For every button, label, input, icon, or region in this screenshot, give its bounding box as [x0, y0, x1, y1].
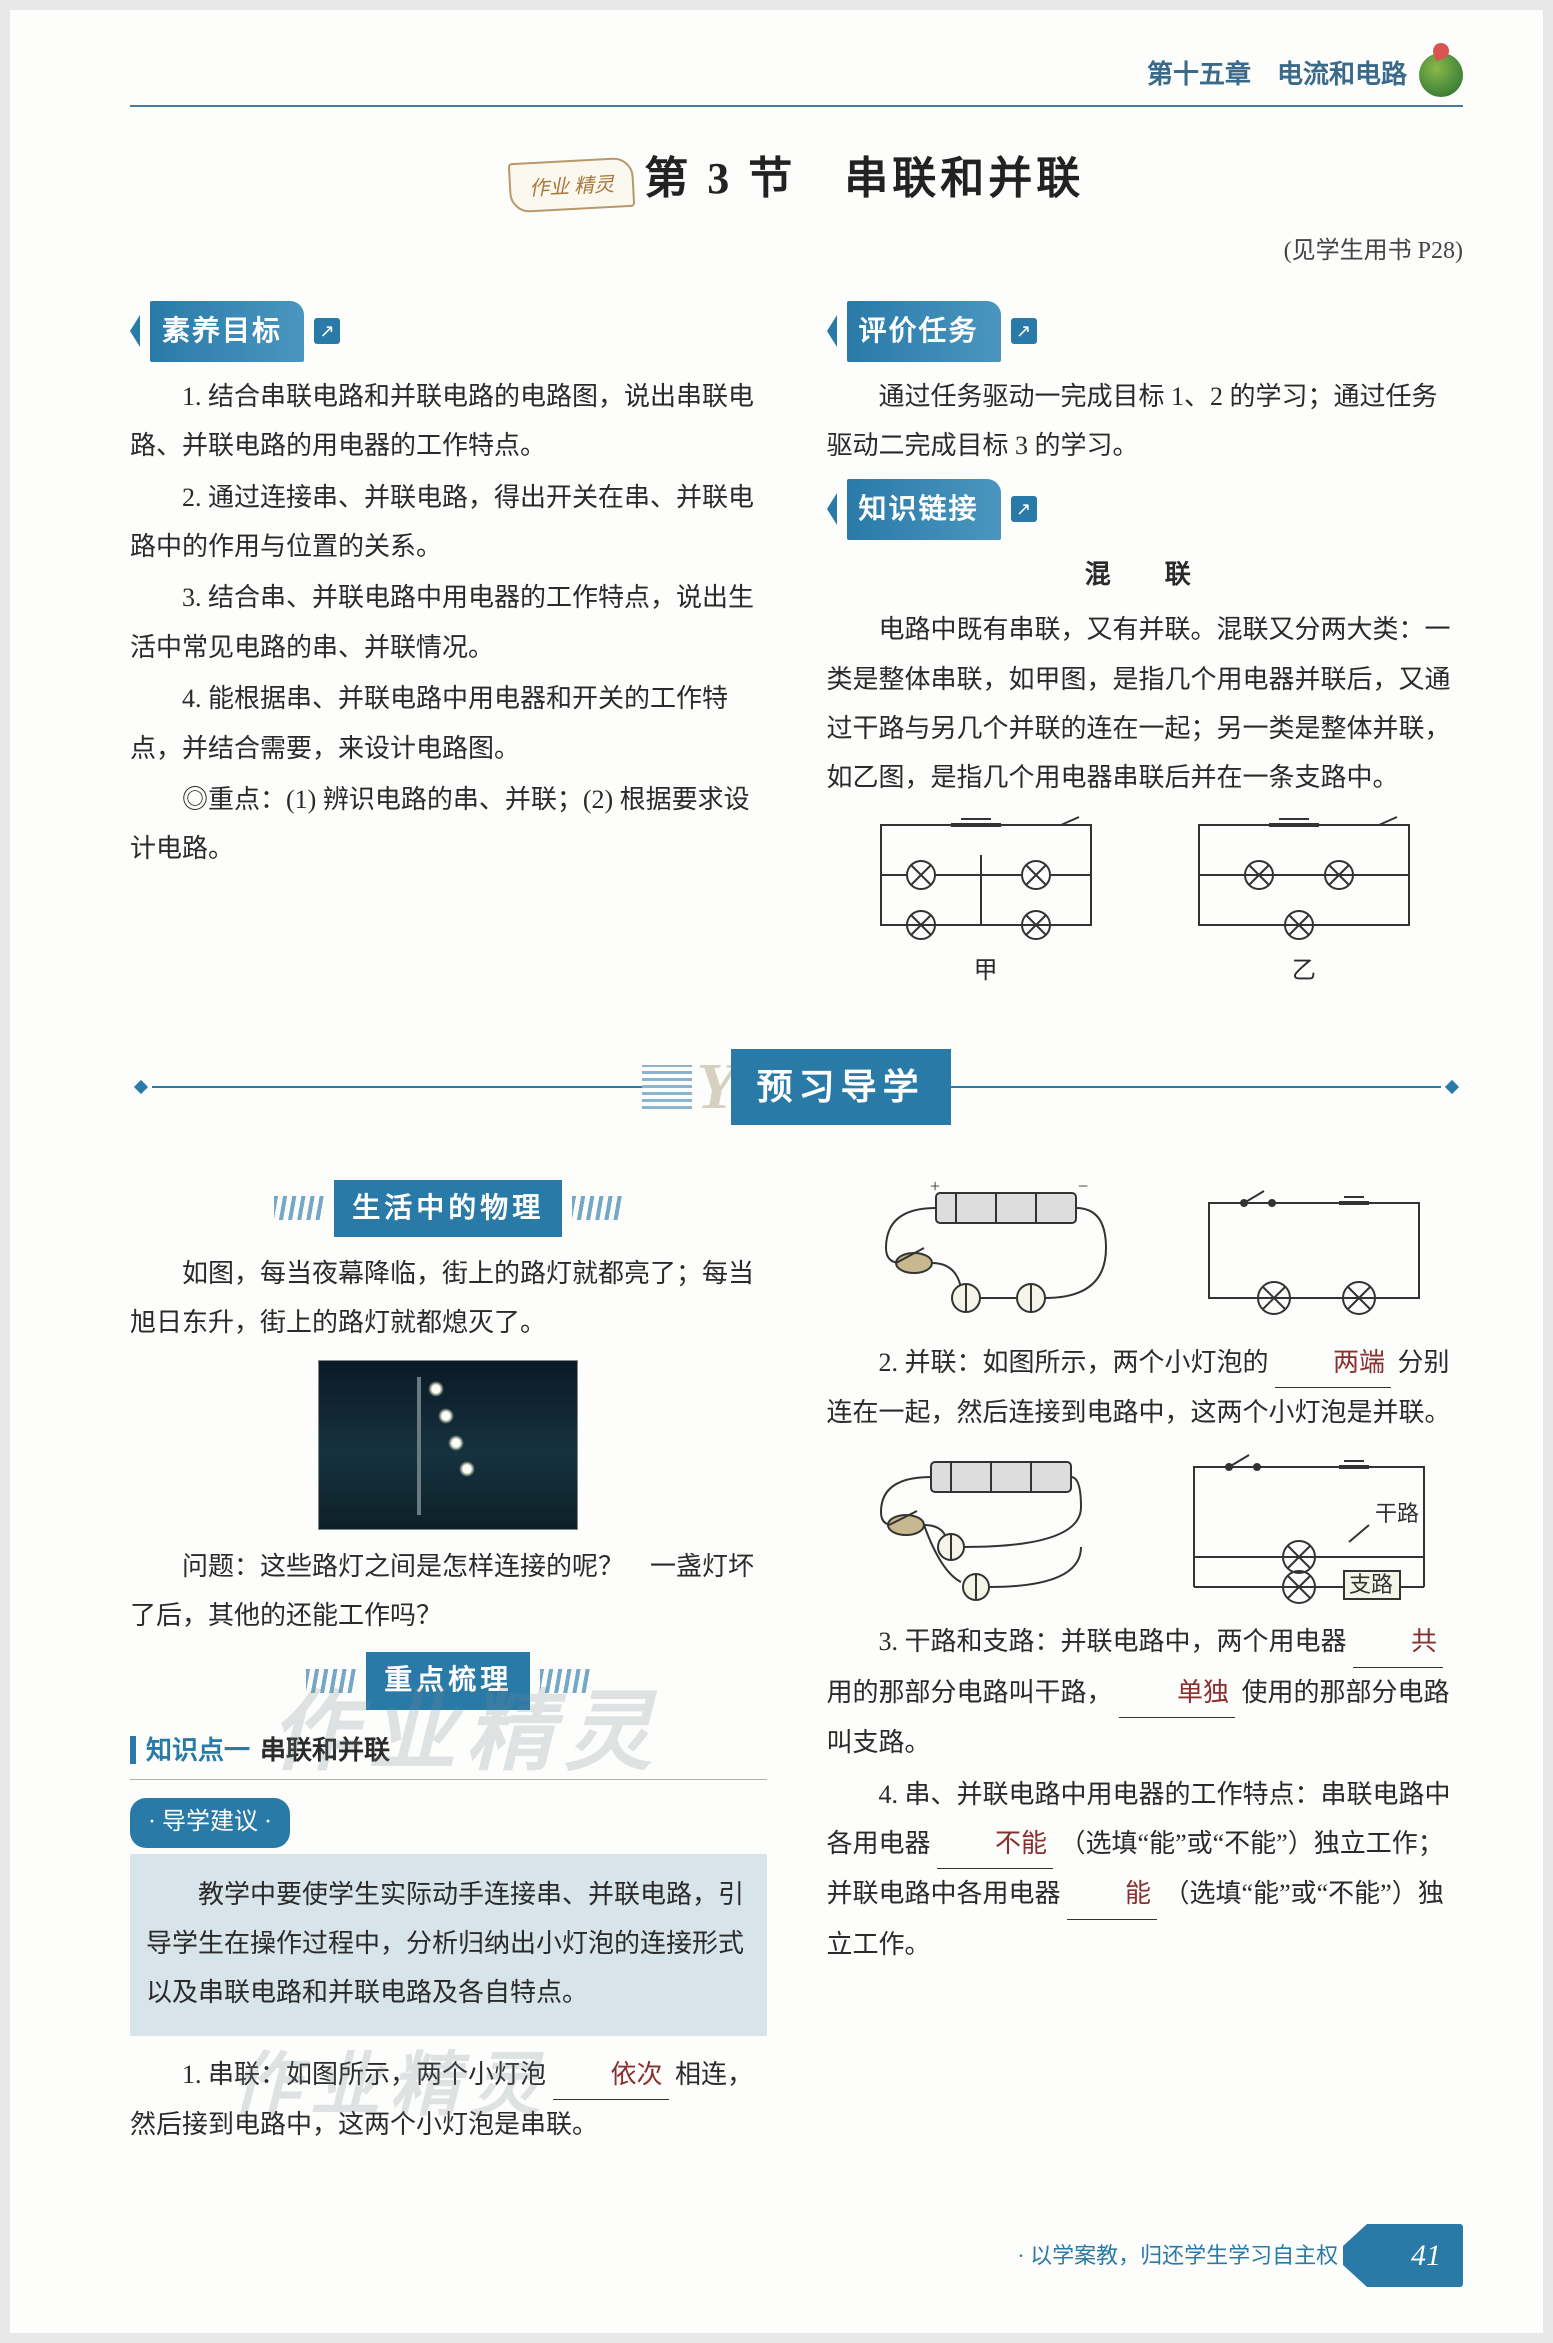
- band-center: Y 预习导学: [642, 1024, 950, 1149]
- right-col-upper: 评价任务 ↗ 通过任务驱动一完成目标 1、2 的学习；通过任务驱动二完成目标 3…: [827, 293, 1464, 995]
- upper-columns: 素养目标 ↗ 1. 结合串联电路和并联电路的电路图，说出串联电路、并联电路的用电…: [130, 293, 1463, 995]
- circuit-jia: [861, 815, 1111, 945]
- lower-columns: 生活中的物理 如图，每当夜幕降临，街上的路灯就都亮了；每当旭日东升，街上的路灯就…: [130, 1168, 1463, 2152]
- links-text: 电路中既有串联，又有并联。混联又分两大类：一类是整体串联，如甲图，是指几个用电器…: [827, 605, 1464, 803]
- hatch-icon: [642, 1065, 692, 1109]
- band-line: [152, 1086, 642, 1088]
- slash-icon: [274, 1196, 324, 1220]
- arrow-icon: ↗: [1011, 318, 1037, 344]
- life-label: 生活中的物理: [334, 1180, 562, 1237]
- circuit-labels: 甲 乙: [827, 949, 1464, 995]
- s3a: 3. 干路和支路：并联电路中，两个用电器: [879, 1627, 1347, 1656]
- s2a: 2. 并联：如图所示，两个小灯泡的: [879, 1348, 1269, 1377]
- band-line: [951, 1086, 1441, 1088]
- series-physical: + −: [846, 1178, 1146, 1328]
- blank-common: 共: [1353, 1617, 1443, 1667]
- footer: · 以学案教，归还学生学习自主权 · 41: [130, 2224, 1463, 2287]
- goal-4: 4. 能根据串、并联电路中用电器和开关的工作特点，并结合需要，来设计电路图。: [130, 674, 767, 773]
- street-lights-photo: [318, 1360, 578, 1530]
- slash-icon: [572, 1196, 622, 1220]
- slash-icon: [306, 1669, 356, 1693]
- svg-text:支路: 支路: [1349, 1572, 1393, 1597]
- leaf-icon: [1419, 53, 1463, 97]
- arrow-icon: ↗: [1011, 496, 1037, 522]
- slash-icon: [540, 1669, 590, 1693]
- tip-box: 教学中要使学生实际动手连接串、并联电路，引导学生在操作过程中，分析归纳出小灯泡的…: [130, 1854, 767, 2036]
- mixed-title: 混 联: [827, 550, 1464, 599]
- homework-tab: 作业 精灵: [508, 157, 635, 213]
- goal-1: 1. 结合串联电路和并联电路的电路图，说出串联电路、并联电路的用电器的工作特点。: [130, 372, 767, 471]
- tip-text: 教学中要使学生实际动手连接串、并联电路，引导学生在操作过程中，分析归纳出小灯泡的…: [146, 1870, 751, 2018]
- circuit-yi: [1179, 815, 1429, 945]
- links-label: 知识链接: [847, 479, 1001, 540]
- life-heading: 生活中的物理: [130, 1180, 767, 1237]
- chapter-title: 第十五章 电流和电路: [1147, 50, 1407, 99]
- goals-heading: 素养目标 ↗: [130, 301, 767, 362]
- arrow-icon: ↗: [314, 318, 340, 344]
- blank-series: 依次: [553, 2050, 669, 2100]
- section-title: 作业 精灵 第 3 节 串联和并联: [130, 137, 1463, 221]
- kpoint-bar-icon: [130, 1736, 136, 1764]
- heading-deco-icon: [827, 493, 837, 525]
- svg-text:−: −: [1078, 1178, 1088, 1196]
- work-feature: 4. 串、并联电路中用电器的工作特点：串联电路中各用电器 不能 （选填“能”或“…: [827, 1770, 1464, 1970]
- series-def: 1. 串联：如图所示，两个小灯泡 依次 相连，然后接到电路中，这两个小灯泡是串联…: [130, 2050, 767, 2150]
- kpoint-1-text: 串联和并联: [260, 1726, 390, 1775]
- goal-2: 2. 通过连接串、并联电路，得出开关在串、并联电路中的作用与位置的关系。: [130, 473, 767, 572]
- life-text: 如图，每当夜幕降临，街上的路灯就都亮了；每当旭日东升，街上的路灯就都熄灭了。: [130, 1249, 767, 1348]
- s1a: 1. 串联：如图所示，两个小灯泡: [182, 2060, 546, 2089]
- heading-deco-icon: [130, 315, 140, 347]
- label-yi: 乙: [1292, 949, 1316, 995]
- student-book-ref: (见学生用书 P28): [130, 229, 1463, 275]
- parallel-def: 2. 并联：如图所示，两个小灯泡的 两端 分别连在一起，然后连接到电路中，这两个…: [827, 1338, 1464, 1438]
- footer-quote: · 以学案教，归还学生学习自主权 ·: [1017, 2235, 1351, 2277]
- kpoint-1-label: 知识点一: [146, 1726, 250, 1775]
- section-title-text: 第 3 节 串联和并联: [644, 154, 1084, 203]
- blank-parallel: 两端: [1275, 1338, 1391, 1388]
- series-schematic: [1184, 1183, 1444, 1323]
- page-number: 41: [1367, 2224, 1463, 2287]
- links-heading: 知识链接 ↗: [827, 479, 1464, 540]
- series-diagrams: + −: [827, 1178, 1464, 1328]
- mixed-circuits: [827, 815, 1464, 945]
- tasks-text: 通过任务驱动一完成目标 1、2 的学习；通过任务驱动二完成目标 3 的学习。: [827, 372, 1464, 471]
- left-col-lower: 生活中的物理 如图，每当夜幕降临，街上的路灯就都亮了；每当旭日东升，街上的路灯就…: [130, 1168, 767, 2152]
- label-jia: 甲: [974, 949, 998, 995]
- blank-alone: 单独: [1119, 1668, 1235, 1718]
- parallel-physical: [841, 1447, 1141, 1607]
- tasks-heading: 评价任务 ↗: [827, 301, 1464, 362]
- diamond-icon: [134, 1080, 148, 1094]
- tasks-label: 评价任务: [847, 301, 1001, 362]
- parallel-diagrams: 干路 支路: [827, 1447, 1464, 1607]
- blank-cannot: 不能: [937, 1819, 1053, 1869]
- page: 第十五章 电流和电路 作业 精灵 第 3 节 串联和并联 (见学生用书 P28)…: [10, 10, 1543, 2333]
- left-col-upper: 素养目标 ↗ 1. 结合串联电路和并联电路的电路图，说出串联电路、并联电路的用电…: [130, 293, 767, 995]
- blank-can: 能: [1067, 1869, 1157, 1919]
- parallel-schematic: 干路 支路: [1169, 1447, 1449, 1607]
- svg-text:干路: 干路: [1375, 1501, 1419, 1526]
- svg-text:+: +: [930, 1178, 940, 1196]
- trunk-branch-def: 3. 干路和支路：并联电路中，两个用电器 共 用的那部分电路叫干路， 单独 使用…: [827, 1617, 1464, 1767]
- life-question: 问题：这些路灯之间是怎样连接的呢？ 一盏灯坏了后，其他的还能工作吗？: [130, 1542, 767, 1641]
- keypoints-heading: 重点梳理: [130, 1652, 767, 1709]
- heading-deco-icon: [827, 315, 837, 347]
- right-col-lower: + −: [827, 1168, 1464, 2152]
- goal-3: 3. 结合串、并联电路中用电器的工作特点，说出生活中常见电路的串、并联情况。: [130, 573, 767, 672]
- s3b: 用的那部分电路叫干路，: [827, 1678, 1113, 1707]
- tip-pill: · 导学建议 ·: [130, 1798, 290, 1848]
- kpoint-1: 知识点一 串联和并联: [130, 1722, 767, 1780]
- diamond-icon: [1445, 1080, 1459, 1094]
- goals-label: 素养目标: [150, 301, 304, 362]
- keypoints-label: 重点梳理: [366, 1652, 530, 1709]
- chapter-header: 第十五章 电流和电路: [130, 50, 1463, 107]
- goal-keypoint: ◎重点：(1) 辨识电路的串、并联；(2) 根据要求设计电路。: [130, 775, 767, 874]
- preview-band: Y 预习导学: [130, 1024, 1463, 1149]
- preview-label: 预习导学: [731, 1049, 951, 1125]
